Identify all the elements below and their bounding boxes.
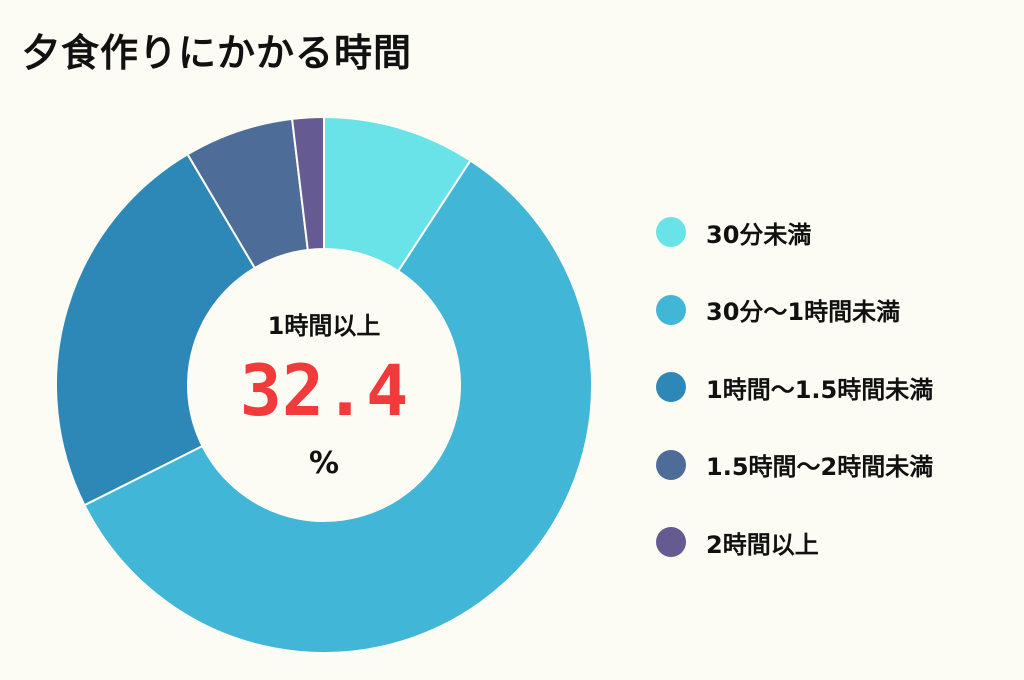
legend-swatch xyxy=(656,527,686,557)
donut-slice xyxy=(83,159,593,654)
legend-swatch xyxy=(656,372,686,402)
center-value: 32.4 xyxy=(239,350,409,432)
legend-label: 30分〜1時間未満 xyxy=(706,298,901,326)
legend-item: 30分未満 xyxy=(656,193,933,271)
legend-swatch xyxy=(656,294,686,325)
donut-slice xyxy=(290,115,325,252)
legend: 30分未満 30分〜1時間未満 1時間〜1.5時間未満 1.5時間〜2時間未満 … xyxy=(656,193,933,581)
legend-item: 30分〜1時間未満 xyxy=(656,271,933,349)
legend-label: 2時間以上 xyxy=(706,530,819,559)
donut-slice xyxy=(55,152,257,507)
legend-swatch xyxy=(656,217,686,247)
legend-swatch xyxy=(656,449,686,480)
chart-title: 夕食作りにかかる時間 xyxy=(22,31,413,75)
legend-item: 1.5時間〜2時間未満 xyxy=(656,426,933,504)
center-label: 1時間以上 xyxy=(267,312,381,340)
legend-label: 1時間〜1.5時間未満 xyxy=(706,375,934,404)
legend-item: 1時間〜1.5時間未満 xyxy=(656,348,933,426)
center-unit: % xyxy=(308,446,340,481)
legend-label: 30分未満 xyxy=(706,220,812,249)
legend-item: 2時間以上 xyxy=(656,503,933,581)
legend-label: 1.5時間〜2時間未満 xyxy=(706,453,934,481)
